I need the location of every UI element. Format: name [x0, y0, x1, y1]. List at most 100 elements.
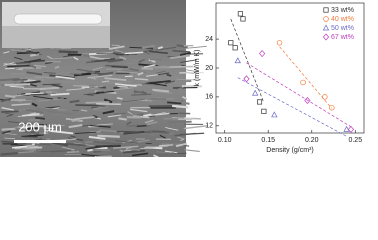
texture [96, 52, 122, 54]
texture [0, 77, 20, 82]
legend-marker [322, 24, 330, 31]
texture [105, 64, 128, 68]
texture [14, 56, 23, 60]
x-tick-label: 0.20 [305, 137, 319, 144]
texture [113, 145, 139, 149]
scale-bar-label: 200 μm [18, 119, 62, 134]
texture [170, 54, 191, 60]
texture [22, 130, 40, 135]
texture [85, 145, 105, 150]
texture [51, 83, 63, 88]
texture [185, 69, 199, 73]
texture [27, 50, 35, 54]
texture [101, 80, 110, 83]
texture [92, 114, 98, 119]
texture [176, 78, 201, 81]
texture [80, 109, 88, 112]
texture [128, 148, 141, 151]
texture [118, 117, 127, 121]
texture [3, 132, 17, 136]
texture [113, 86, 120, 90]
trend-line [246, 62, 352, 128]
texture [94, 57, 116, 63]
texture [165, 127, 179, 131]
inset-photo [2, 2, 110, 48]
texture [89, 124, 111, 128]
marker [259, 50, 266, 58]
texture [99, 128, 118, 133]
texture [116, 97, 123, 100]
texture [1, 110, 19, 113]
marker [347, 125, 355, 133]
texture [25, 62, 33, 67]
texture [180, 138, 185, 142]
texture [9, 85, 24, 88]
texture [33, 150, 58, 153]
texture [161, 142, 182, 146]
texture [5, 112, 13, 115]
texture [24, 66, 38, 68]
texture [4, 137, 16, 140]
texture [57, 97, 67, 100]
texture [41, 107, 66, 111]
texture [155, 46, 177, 51]
marker [261, 108, 267, 114]
texture [65, 142, 86, 147]
texture [50, 92, 70, 96]
texture [139, 131, 155, 136]
texture [13, 66, 21, 71]
texture [93, 140, 117, 146]
figure: 200 μm 0.10 0.15 0.20 0.25 12 16 20 24 Density (… [0, 0, 365, 157]
texture [92, 66, 103, 71]
texture [126, 121, 132, 125]
texture [172, 49, 191, 54]
texture [21, 135, 38, 138]
marker [228, 40, 234, 46]
texture [115, 140, 139, 144]
texture [73, 56, 79, 61]
texture [152, 130, 166, 133]
texture [144, 51, 150, 55]
texture [11, 103, 31, 106]
trend-line [237, 77, 347, 137]
texture [71, 119, 80, 123]
texture [83, 93, 94, 97]
texture [157, 46, 163, 50]
texture [104, 77, 127, 81]
texture [117, 86, 128, 88]
texture [183, 44, 194, 47]
texture [174, 132, 196, 137]
texture [91, 85, 104, 90]
y-tick-label: 12 [205, 123, 213, 130]
y-tick-label: 20 [205, 65, 213, 72]
texture [144, 119, 154, 124]
texture [94, 117, 102, 120]
texture [129, 108, 148, 113]
texture [114, 49, 125, 54]
texture [138, 63, 159, 68]
texture [73, 142, 94, 147]
texture [52, 141, 68, 147]
x-tick-label: 0.25 [348, 137, 362, 144]
texture [132, 152, 149, 157]
texture [175, 86, 186, 90]
texture [50, 129, 74, 135]
texture [24, 76, 45, 81]
texture [24, 59, 45, 63]
texture [142, 99, 153, 103]
legend-marker [323, 16, 329, 22]
texture [85, 101, 110, 104]
texture [107, 58, 124, 63]
texture [75, 104, 99, 107]
texture [55, 124, 65, 127]
texture [0, 97, 12, 103]
texture [12, 78, 28, 81]
texture [184, 45, 207, 49]
texture [133, 90, 145, 94]
texture [73, 116, 95, 121]
texture [4, 83, 31, 87]
marker [237, 11, 243, 17]
y-tick-label: 24 [205, 36, 213, 43]
texture [21, 113, 40, 117]
marker [243, 75, 250, 83]
